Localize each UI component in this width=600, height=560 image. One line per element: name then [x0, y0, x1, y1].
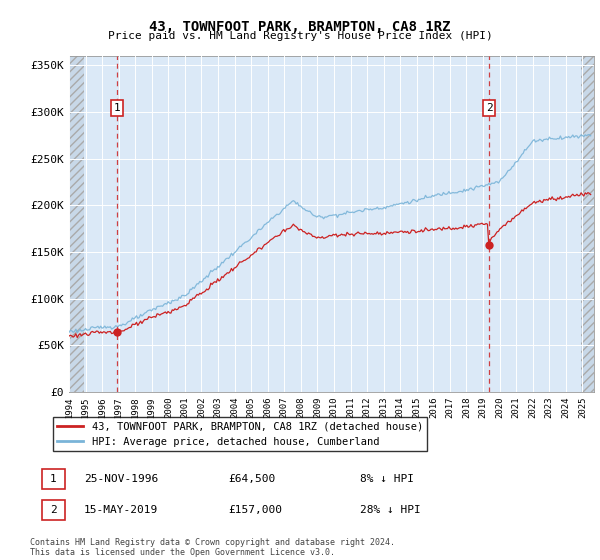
Text: Price paid vs. HM Land Registry's House Price Index (HPI): Price paid vs. HM Land Registry's House …	[107, 31, 493, 41]
Text: 8% ↓ HPI: 8% ↓ HPI	[360, 474, 414, 484]
Text: £64,500: £64,500	[228, 474, 275, 484]
Text: 43, TOWNFOOT PARK, BRAMPTON, CA8 1RZ: 43, TOWNFOOT PARK, BRAMPTON, CA8 1RZ	[149, 20, 451, 34]
Text: £157,000: £157,000	[228, 505, 282, 515]
Text: 1: 1	[113, 103, 121, 113]
Text: 2: 2	[486, 103, 493, 113]
Text: 25-NOV-1996: 25-NOV-1996	[84, 474, 158, 484]
Text: 28% ↓ HPI: 28% ↓ HPI	[360, 505, 421, 515]
Text: 2: 2	[50, 505, 57, 515]
Text: 1: 1	[50, 474, 57, 484]
Text: 15-MAY-2019: 15-MAY-2019	[84, 505, 158, 515]
Text: Contains HM Land Registry data © Crown copyright and database right 2024.
This d: Contains HM Land Registry data © Crown c…	[30, 538, 395, 557]
Legend: 43, TOWNFOOT PARK, BRAMPTON, CA8 1RZ (detached house), HPI: Average price, detac: 43, TOWNFOOT PARK, BRAMPTON, CA8 1RZ (de…	[53, 417, 427, 451]
